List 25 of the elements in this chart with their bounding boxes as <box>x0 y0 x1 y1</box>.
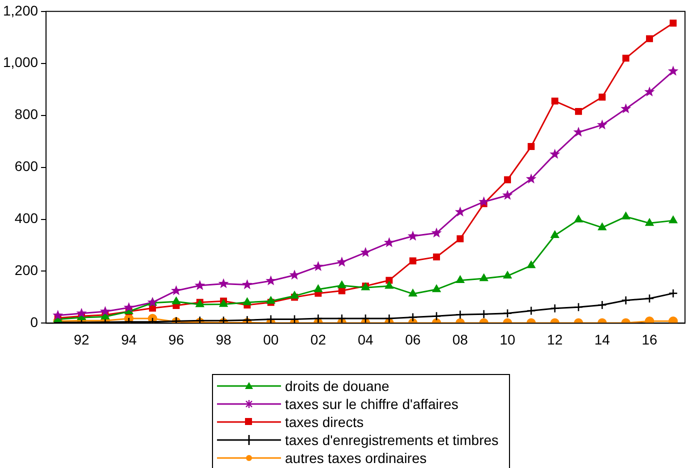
legend-label: taxes d'enregistrements et timbres <box>285 431 499 449</box>
x-tick-label: 94 <box>121 331 137 348</box>
x-tick-label: 96 <box>168 331 184 348</box>
y-tick-label: 200 <box>14 262 38 278</box>
x-tick-label: 16 <box>642 331 658 348</box>
legend-label: taxes sur le chiffre d'affaires <box>285 395 458 413</box>
x-tick-label: 08 <box>452 331 468 348</box>
legend-label: droits de douane <box>285 377 390 395</box>
x-tick-label: 04 <box>358 331 374 348</box>
x-tick-label: 92 <box>74 331 90 348</box>
y-tick-label: 600 <box>14 158 38 174</box>
x-tick-label: 06 <box>405 331 421 348</box>
y-tick-label: 800 <box>14 106 38 122</box>
x-tick-label: 98 <box>216 331 232 348</box>
x-tick-label: 00 <box>263 331 279 348</box>
legend-label: taxes directs <box>285 413 364 431</box>
y-tick-label: 1,200 <box>2 2 38 18</box>
y-tick-label: 1,000 <box>2 54 38 70</box>
y-tick-label: 400 <box>14 210 38 226</box>
y-tick-label: 0 <box>30 314 38 330</box>
x-tick-label: 10 <box>500 331 516 348</box>
x-tick-label: 12 <box>547 331 563 348</box>
legend-label: autres taxes ordinaires <box>285 449 427 467</box>
x-tick-label: 14 <box>594 331 610 348</box>
x-tick-label: 02 <box>310 331 326 348</box>
